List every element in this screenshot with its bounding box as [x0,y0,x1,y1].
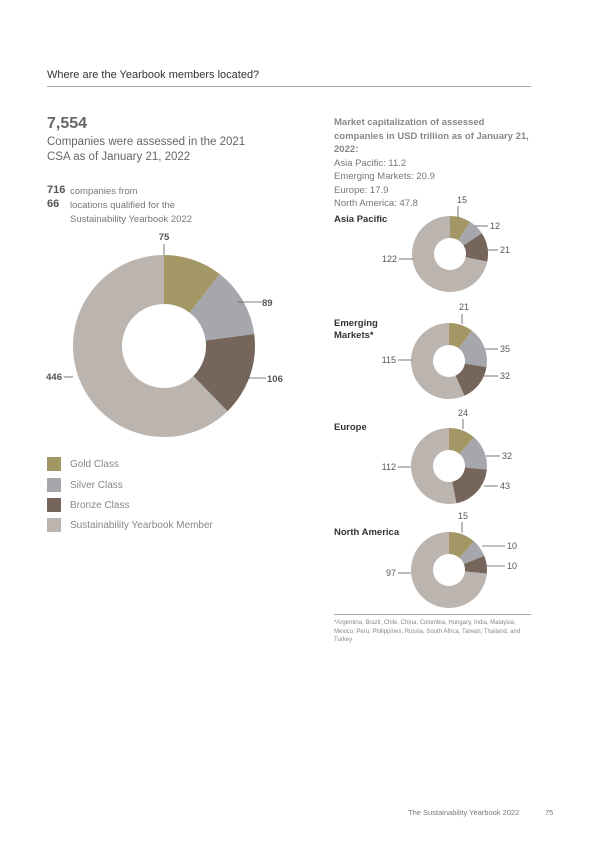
companies-count: 716 [47,184,66,196]
legend-silver: Silver Class [47,478,123,492]
donut-segment-bronze [455,363,487,396]
donut-segment-silver [458,330,487,368]
legend-label: Silver Class [70,479,123,491]
swatch [47,478,61,492]
donut-segment-bronze [193,334,255,412]
legend-bronze: Bronze Class [47,498,129,512]
data-label: 12 [490,221,500,231]
donut-segment-member [411,216,488,292]
data-label: 21 [500,245,510,255]
data-label: 15 [458,511,468,521]
data-label: 446 [46,372,62,383]
market-cap-line: Emerging Markets: 20.9 [334,171,435,182]
donut-segment-gold [449,428,474,454]
swatch [47,498,61,512]
legend-gold: Gold Class [47,457,119,471]
data-label: 75 [159,232,170,243]
data-label: 24 [458,408,468,418]
section-title: Where are the Yearbook members located? [47,69,260,81]
data-label: 106 [267,374,283,385]
donut-segment-silver [458,221,482,246]
footnote: *Argentina, Brazil, Chile, China, Colomb… [334,620,521,643]
donut-segment-gold [450,216,471,241]
footnote-divider [334,614,531,615]
donut-segment-gold [449,323,472,349]
donut-segment-member [73,255,228,437]
donut-segment-gold [449,532,474,558]
legend-member: Sustainability Yearbook Member [47,518,213,532]
data-label: 35 [500,344,510,354]
locations-text: locations qualified for the [70,200,176,211]
locations-count: 66 [47,198,60,210]
region-title-europe: Europe [334,422,367,433]
data-label: 21 [459,302,469,312]
legend-label: Sustainability Yearbook Member [70,519,213,531]
donut-segment-silver [189,274,255,341]
donut-segment-member [411,428,457,504]
data-label: 97 [386,568,396,578]
swatch [47,518,61,532]
data-label: 32 [500,371,510,381]
total-text: Companies were assessed in the 2021 CSA … [47,136,246,163]
region-title-emerging: Emerging Markets* [334,318,378,341]
total-count: 7,554 [47,115,88,132]
donut-segment-silver [459,437,487,470]
data-label: 89 [262,298,273,309]
data-label: 122 [382,254,397,264]
data-label: 10 [507,561,517,571]
region-title-north-america: North America [334,527,400,538]
market-cap-line: North America: 47.8 [334,198,418,209]
market-cap-line: Europe: 17.9 [334,184,389,196]
region-title-asia: Asia Pacific [334,214,388,225]
data-label: 32 [502,451,512,461]
footer-title: The Sustainability Yearbook 2022 [408,808,520,817]
locations-text-2: Sustainability Yearbook 2022 [70,214,193,225]
legend-label: Bronze Class [70,499,130,511]
donut-segment-silver [459,541,485,565]
donut-segment-member [411,532,487,608]
data-label: 43 [500,481,510,491]
data-label: 112 [382,462,396,472]
donut-segment-bronze [463,233,488,262]
market-cap-block: Market capitalization of assessed compan… [334,116,534,211]
market-cap-title: Market capitalization of assessed compan… [334,117,529,155]
page-number: 75 [545,808,554,817]
divider [47,86,531,87]
data-label: 10 [507,541,517,551]
donut-segment-bronze [463,555,487,574]
swatch [47,457,61,471]
donut-segment-bronze [452,467,487,504]
market-cap-line: Asia Pacific: 11.2 [334,157,407,169]
donut-segment-member [411,323,465,399]
legend-label: Gold Class [70,458,119,470]
data-label: 15 [457,195,467,205]
companies-text: companies from [70,186,138,197]
donut-segment-gold [164,255,220,313]
data-label: 115 [382,355,396,365]
